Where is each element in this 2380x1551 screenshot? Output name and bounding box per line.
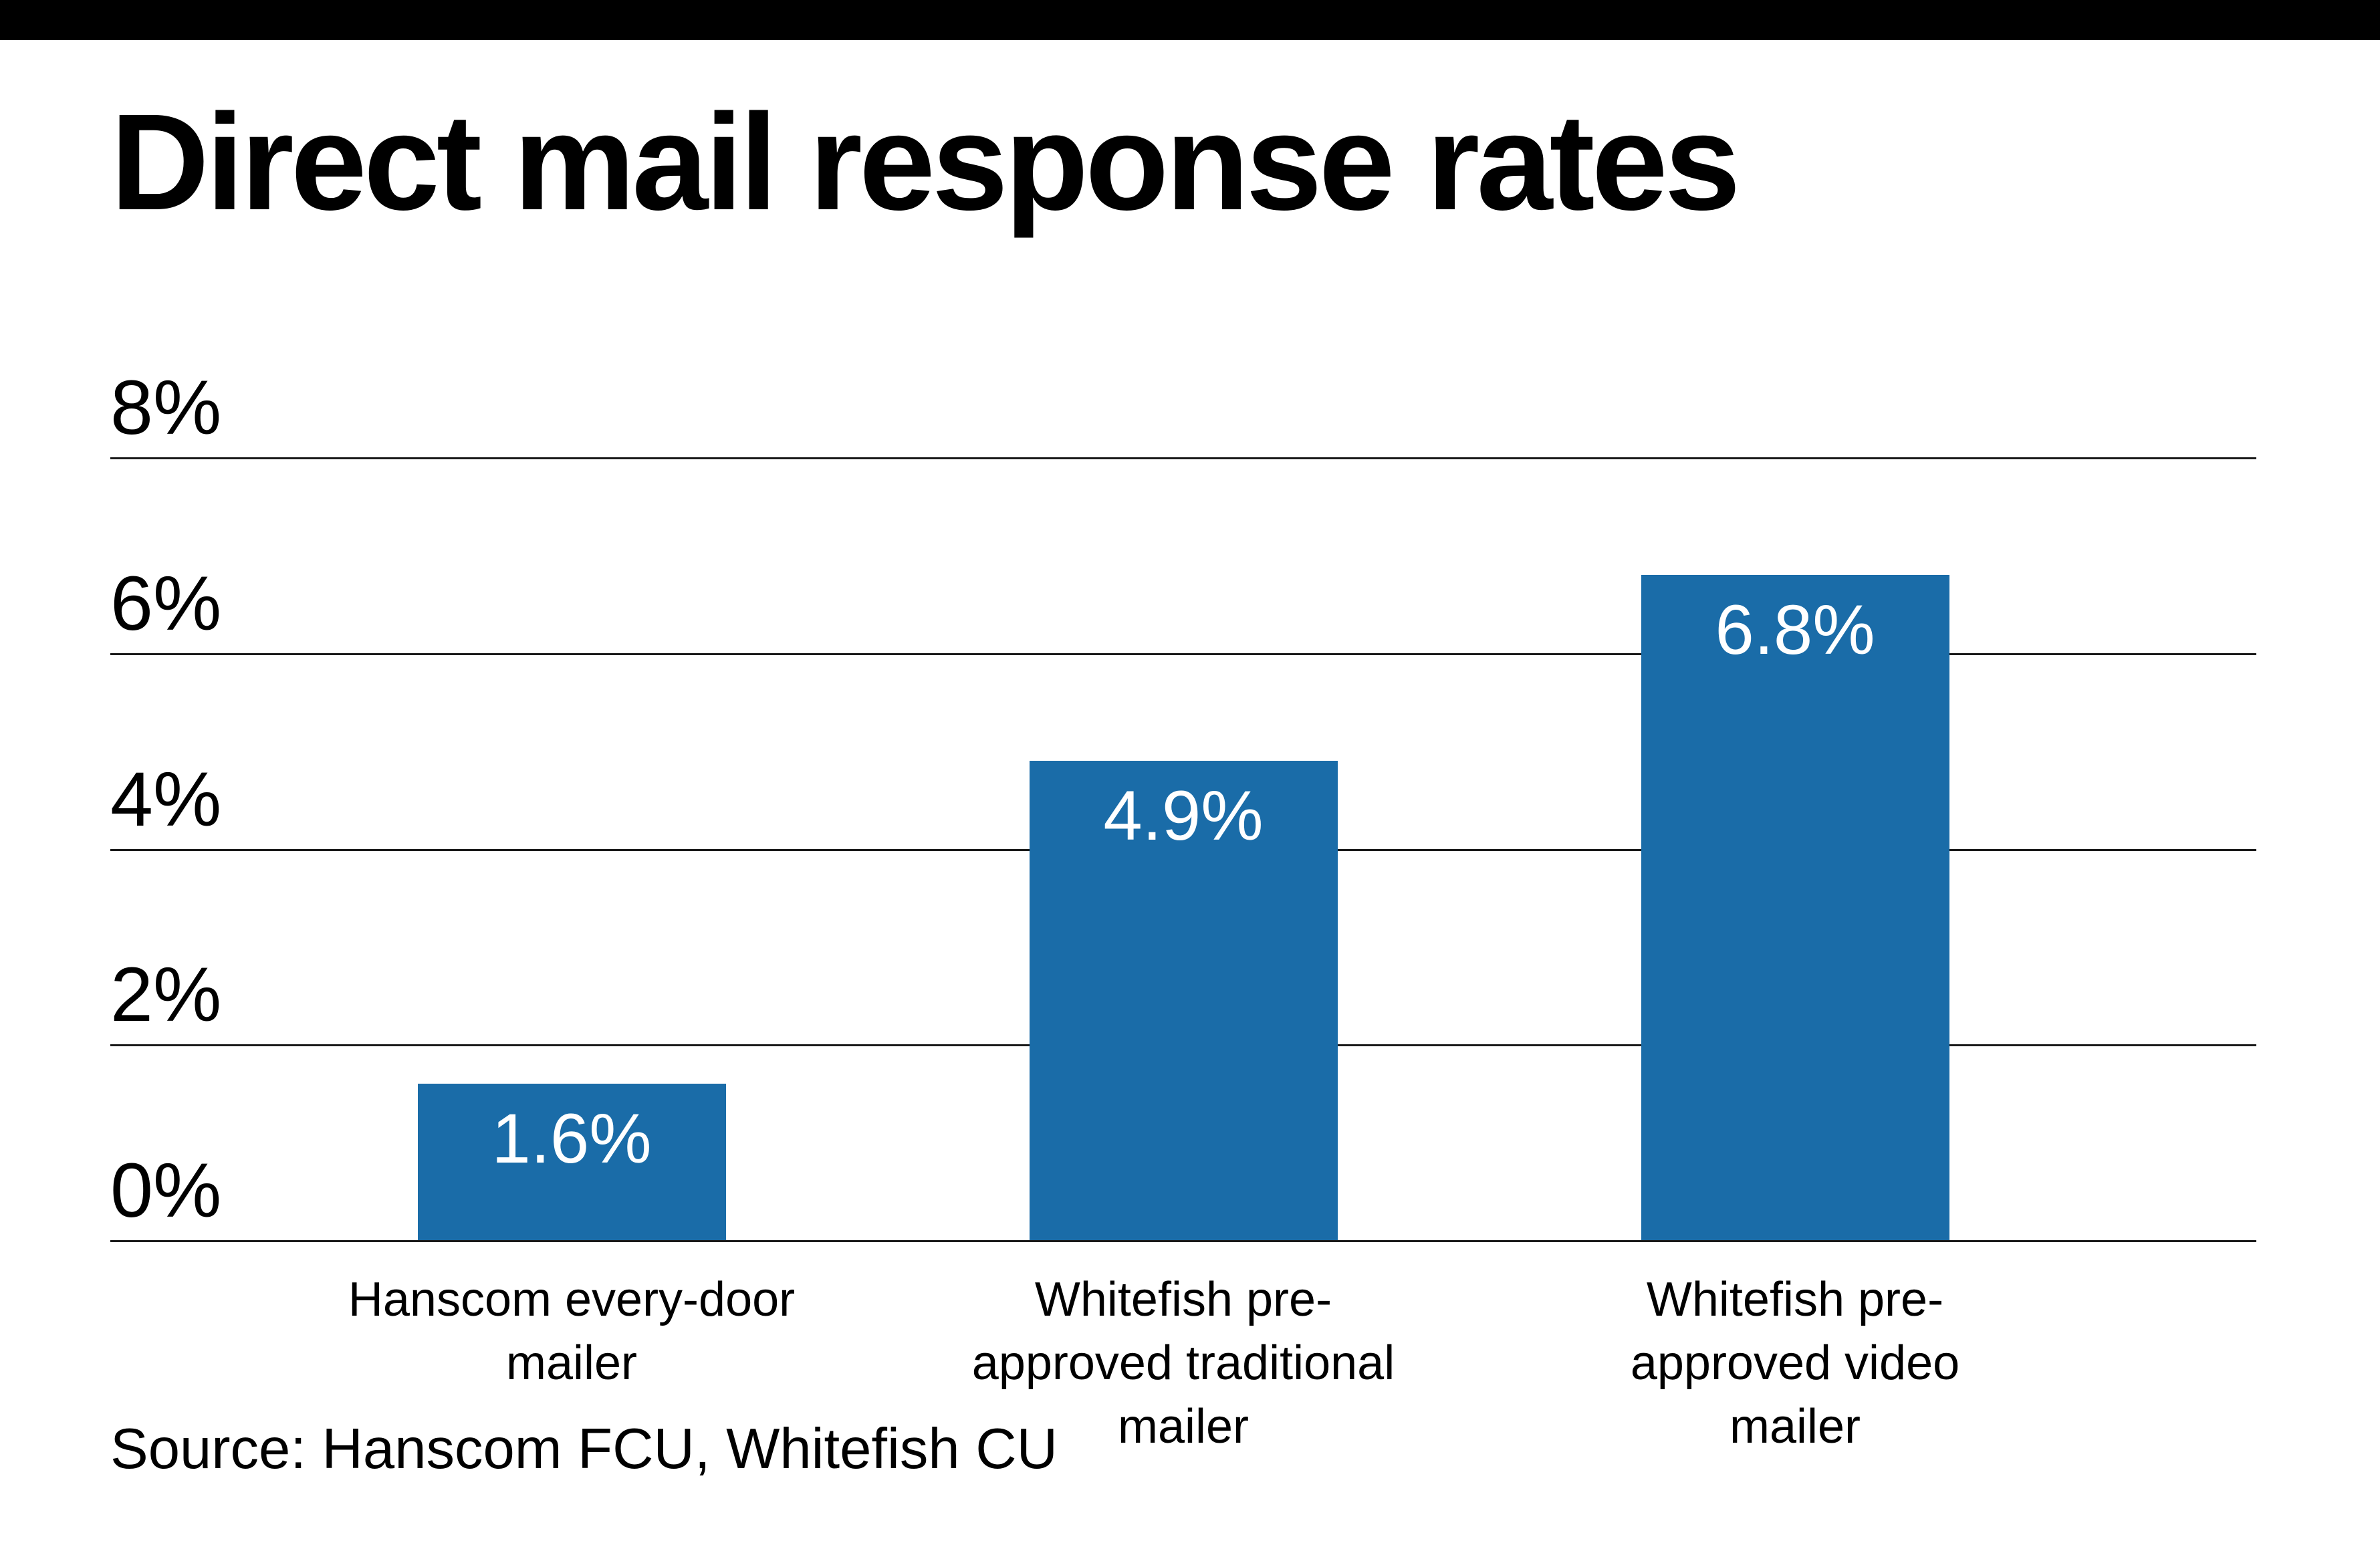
y-axis-tick-label: 6% bbox=[110, 560, 222, 646]
source-note: Source: Hanscom FCU, Whitefish CU bbox=[110, 1417, 1058, 1481]
y-axis-tick-label: 8% bbox=[110, 365, 222, 451]
bar-value-label: 6.8% bbox=[1715, 590, 1875, 669]
x-axis-category-label: Whitefish pre- approved video mailer bbox=[1630, 1273, 1960, 1454]
gridline bbox=[110, 1240, 2256, 1242]
chart-title: Direct mail response rates bbox=[110, 86, 1741, 239]
y-axis-tick-label: 0% bbox=[110, 1148, 222, 1233]
x-axis-category-label: Whitefish pre- approved traditional mail… bbox=[971, 1273, 1395, 1454]
x-axis-category-label: Hanscom every-door mailer bbox=[348, 1273, 796, 1391]
bar: 6.8% bbox=[1641, 574, 1949, 1240]
bar-value-label: 1.6% bbox=[491, 1099, 652, 1178]
bar-chart-plot: 8% 6% 4% 2% 0% 1.6% Hanscom every-door mailer 4… bbox=[110, 370, 2256, 1453]
bar: 4.9% bbox=[1029, 760, 1338, 1240]
y-axis-tick-label: 2% bbox=[110, 952, 222, 1038]
gridline bbox=[110, 652, 2256, 655]
bar-value-label: 4.9% bbox=[1103, 776, 1264, 855]
top-black-bar bbox=[0, 0, 2380, 40]
gridline bbox=[110, 457, 2256, 459]
bar: 1.6% bbox=[417, 1083, 726, 1240]
y-axis-tick-label: 4% bbox=[110, 756, 222, 842]
